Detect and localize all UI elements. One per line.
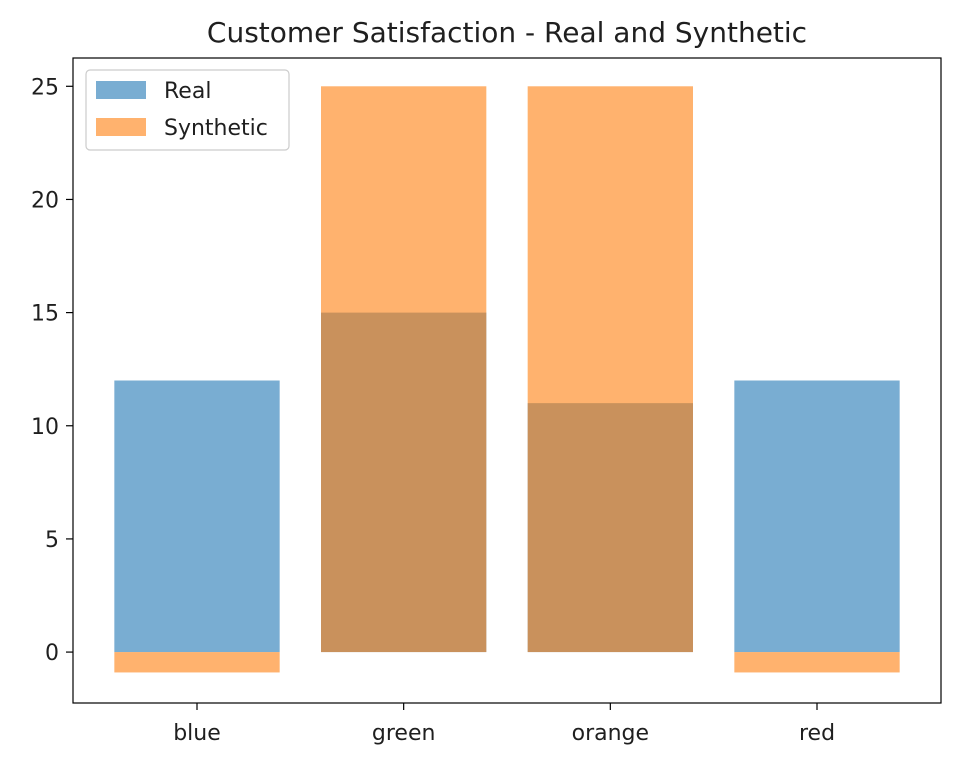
bar-synthetic-green [321,86,487,653]
plot-frame [72,57,942,704]
bars-layer [114,86,900,673]
legend-swatch-real [96,81,146,99]
legend: Real Synthetic [85,69,290,151]
x-tick-label-blue: blue [173,721,221,746]
x-tick-label-green: green [372,721,436,746]
x-tick-label-red: red [799,721,835,746]
y-tick-label-15: 15 [31,302,59,327]
bar-synthetic-orange [527,86,693,653]
y-axis: 0 5 10 15 20 25 [31,75,73,666]
x-tick-label-orange: orange [572,721,649,746]
y-tick-label-20: 20 [31,188,59,213]
bar-synthetic-red [734,652,900,673]
y-tick-label-10: 10 [31,415,59,440]
x-axis: blue green orange red [173,703,835,746]
legend-label-synthetic: Synthetic [164,116,268,141]
bar-synthetic-blue [114,652,280,673]
bar-real-blue [114,380,280,653]
y-tick-label-25: 25 [31,75,59,100]
legend-label-real: Real [164,79,211,104]
bar-real-red [734,380,900,653]
chart-title: Customer Satisfaction - Real and Synthet… [207,16,807,49]
y-tick-label-5: 5 [45,528,59,553]
legend-swatch-synthetic [96,118,146,136]
y-tick-label-0: 0 [45,641,59,666]
